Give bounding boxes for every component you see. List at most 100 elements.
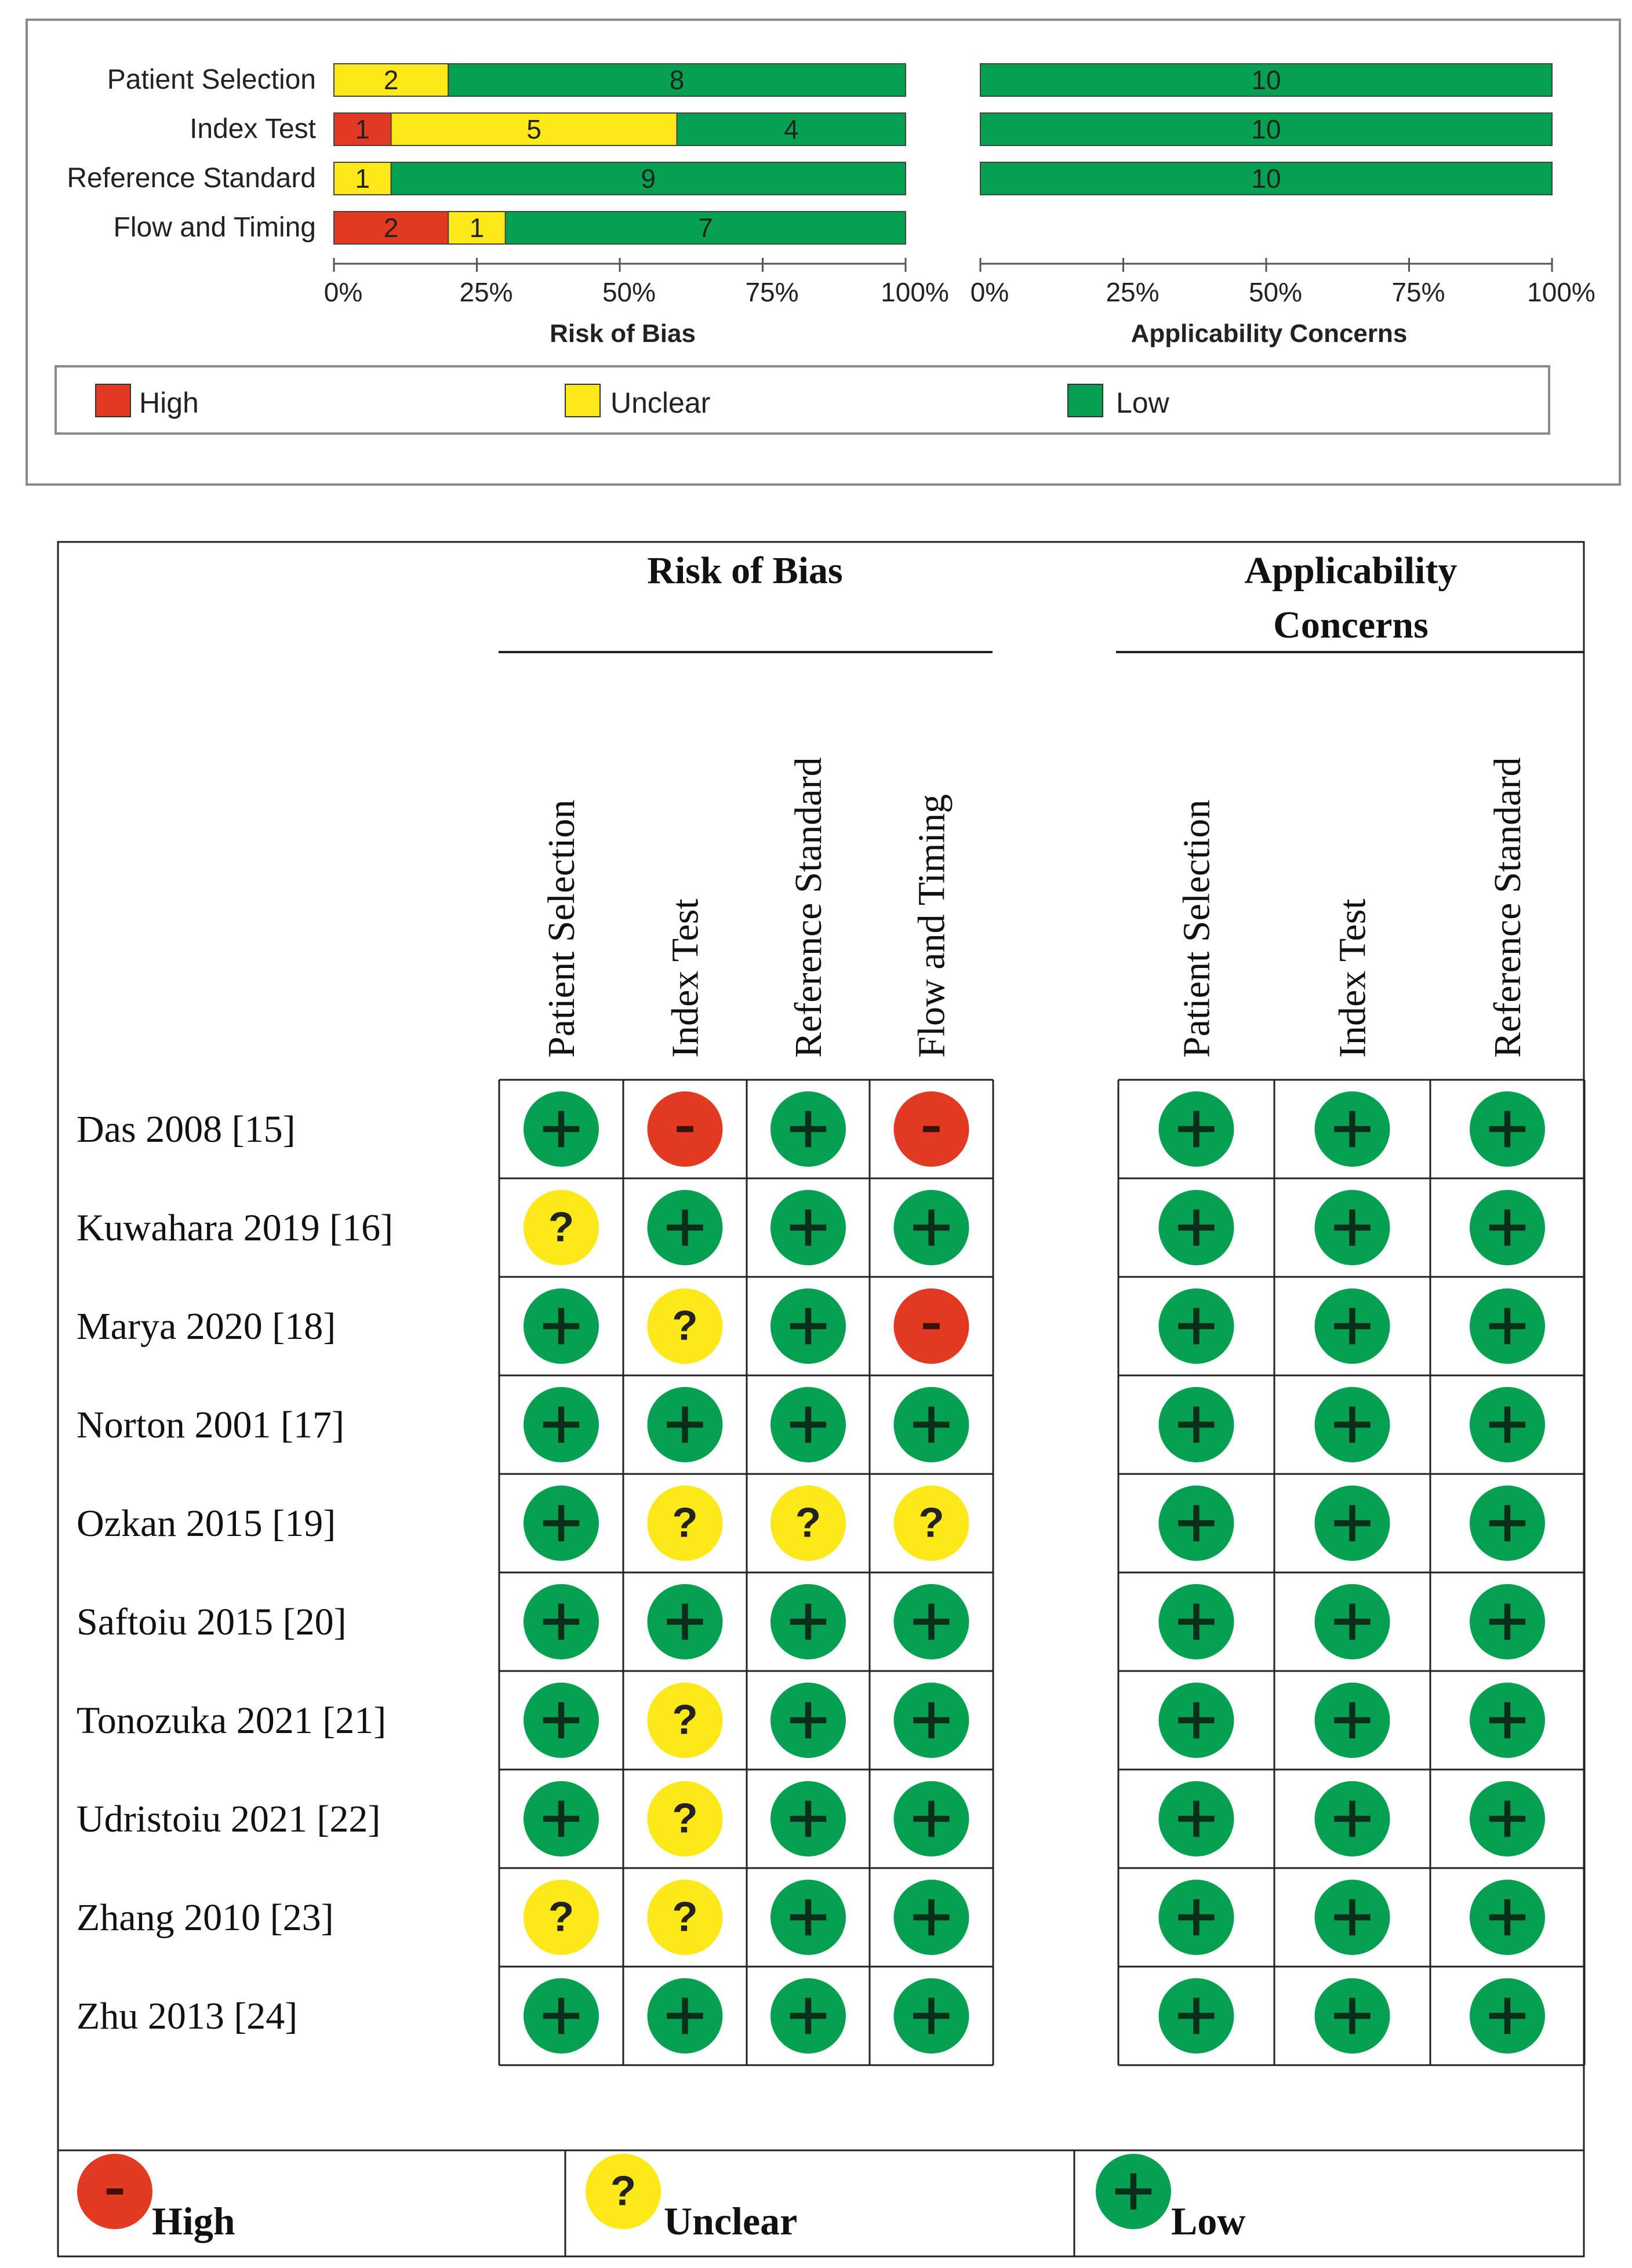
- unclear-circle: [524, 1880, 599, 1955]
- risk-reference-standard-low-icon: [770, 1978, 846, 2054]
- risk-flow-and-timing-low-icon: [893, 1880, 969, 1955]
- plus-glyph: [790, 1111, 827, 1148]
- legend-high-label: High: [139, 387, 199, 419]
- risk-flow-and-timing-high-icon: [893, 1288, 969, 1364]
- plus-glyph: [1489, 1899, 1526, 1936]
- risk-of-bias-group-header: Risk of Bias: [647, 549, 842, 592]
- risk-patient-selection-low-icon: [524, 1781, 599, 1856]
- risk-patient-selection-low-icon: [524, 1683, 599, 1758]
- risk-of-bias-bar-label: 2: [384, 213, 399, 243]
- risk-reference-standard-low-icon: [770, 1683, 846, 1758]
- plus-glyph: [790, 1209, 827, 1246]
- applicability-reference-standard-low-icon: [1470, 1978, 1545, 2054]
- plus-glyph: [1489, 1406, 1526, 1443]
- plus-glyph: [1489, 1505, 1526, 1542]
- plus-glyph: [1489, 1111, 1526, 1148]
- unclear-legend-icon: ?: [586, 2154, 661, 2229]
- unclear-circle: [647, 1486, 723, 1561]
- question-glyph: ?: [548, 1893, 574, 1940]
- applicability-column-header-patient-selection: Patient Selection: [1176, 800, 1218, 1058]
- applicability-reference-standard-low-icon: [1470, 1781, 1545, 1856]
- applicability-reference-standard-low-icon: [1470, 1190, 1545, 1265]
- risk-flow-and-timing-high-icon: [893, 1091, 969, 1167]
- plus-glyph: [1178, 1603, 1215, 1640]
- applicability-column-header-index-test: Index Test: [1332, 898, 1374, 1058]
- risk-flow-and-timing-low-icon: [893, 1683, 969, 1758]
- applicability-index-test-low-icon: [1314, 1880, 1390, 1955]
- unclear-circle: [586, 2154, 661, 2229]
- applicability-bar-label: 10: [1251, 114, 1281, 144]
- plus-glyph: [543, 1505, 580, 1542]
- risk-reference-standard-low-icon: [770, 1387, 846, 1462]
- risk-reference-standard-low-icon: [770, 1781, 846, 1856]
- risk-patient-selection-low-icon: [524, 1486, 599, 1561]
- risk-index-test-high-icon: [647, 1091, 723, 1167]
- question-glyph: ?: [672, 1893, 697, 1940]
- plus-glyph: [790, 1997, 827, 2034]
- applicability-bar-index-test-low: [980, 112, 1553, 146]
- risk-flow-and-timing-low-icon: [893, 1190, 969, 1265]
- table-legend-high-label: High: [152, 2199, 235, 2243]
- risk-reference-standard-low-icon: [770, 1880, 846, 1955]
- risk-of-bias-tick-label: 100%: [881, 277, 949, 307]
- plus-glyph: [1334, 1603, 1371, 1640]
- unclear-circle: [647, 1288, 723, 1364]
- study-label: Tonozuka 2021 [21]: [77, 1699, 386, 1742]
- applicability-index-test-low-icon: [1314, 1584, 1390, 1659]
- applicability-index-test-low-icon: [1314, 1978, 1390, 2054]
- applicability-reference-standard-low-icon: [1470, 1091, 1545, 1167]
- study-label: Zhu 2013 [24]: [77, 1995, 297, 2037]
- table-legend: High ? Unclear Low: [58, 2149, 1584, 2256]
- applicability-column-header-reference-standard: Reference Standard: [1486, 757, 1529, 1058]
- applicability-axis-title: Applicability Concerns: [1131, 319, 1408, 348]
- risk-of-bias-bar-index-test-unclear: [390, 112, 678, 146]
- risk-of-bias-bar-label: 4: [784, 114, 799, 144]
- unclear-circle: [647, 1683, 723, 1758]
- plus-glyph: [1334, 1702, 1371, 1739]
- plus-glyph: [790, 1406, 827, 1443]
- study-label: Ozkan 2015 [19]: [77, 1502, 336, 1545]
- question-glyph: ?: [548, 1203, 574, 1250]
- risk-reference-standard-low-icon: [770, 1288, 846, 1364]
- low-legend-icon: [1096, 2154, 1171, 2229]
- applicability-index-test-low-icon: [1314, 1387, 1390, 1462]
- applicability-tick-label: 100%: [1527, 277, 1595, 307]
- question-glyph: ?: [672, 1696, 697, 1743]
- applicability-index-test-low-icon: [1314, 1091, 1390, 1167]
- plus-glyph: [1489, 1800, 1526, 1837]
- legend-unclear-label: Unclear: [610, 387, 710, 419]
- study-label: Marya 2020 [18]: [77, 1305, 336, 1348]
- plus-glyph: [667, 1406, 703, 1443]
- column-headers: Patient Selection Index Test Reference Sta…: [540, 757, 1529, 1058]
- risk-patient-selection-unclear-icon: ?: [524, 1190, 599, 1265]
- risk-of-bias-bar-label: 5: [526, 114, 541, 144]
- applicability-bar-label: 10: [1251, 163, 1281, 194]
- unclear-circle: [770, 1486, 846, 1561]
- risk-of-bias-bar-label: 7: [698, 213, 713, 243]
- plus-glyph: [1334, 1308, 1371, 1345]
- risk-of-bias-tick-label: 0%: [324, 277, 362, 307]
- applicability-reference-standard-low-icon: [1470, 1288, 1545, 1364]
- plus-glyph: [1178, 1505, 1215, 1542]
- risk-of-bias-bar-label: 9: [641, 163, 656, 194]
- judgement-symbols: ?????????: [524, 1091, 1545, 2054]
- plus-glyph: [913, 1603, 950, 1640]
- plus-glyph: [1178, 1111, 1215, 1148]
- plus-glyph: [1115, 2173, 1152, 2210]
- plus-glyph: [1489, 1308, 1526, 1345]
- plus-glyph: [543, 1800, 580, 1837]
- study-label: Das 2008 [15]: [77, 1108, 296, 1151]
- plus-glyph: [1178, 1209, 1215, 1246]
- table-legend-high-symbol: [77, 2154, 152, 2229]
- applicability-patient-selection-low-icon: [1158, 1190, 1234, 1265]
- risk-index-test-unclear-icon: ?: [647, 1288, 723, 1364]
- applicability-patient-selection-low-icon: [1158, 1486, 1234, 1561]
- plus-glyph: [1178, 1899, 1215, 1936]
- plus-glyph: [913, 1209, 950, 1246]
- table-legend-low-symbol: [1096, 2154, 1171, 2229]
- plus-glyph: [1334, 1406, 1371, 1443]
- plus-glyph: [1489, 1603, 1526, 1640]
- plus-glyph: [1489, 1702, 1526, 1739]
- category-label-patient-selection: Patient Selection: [107, 64, 316, 95]
